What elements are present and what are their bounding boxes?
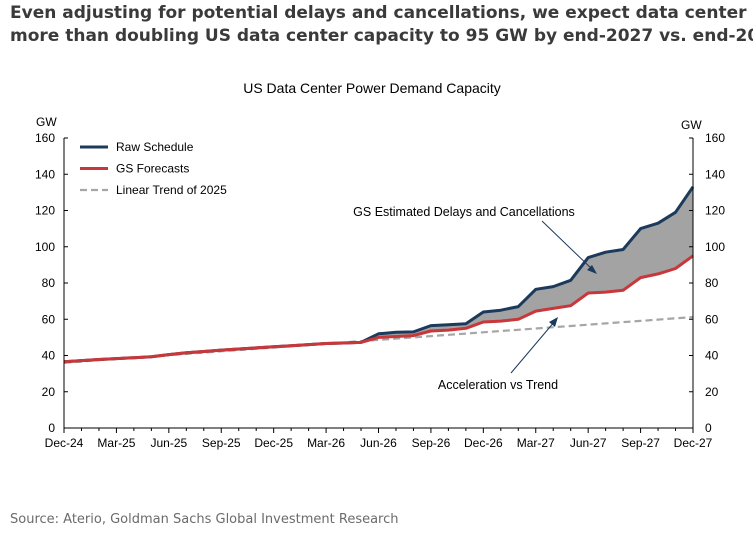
right-y-tick-label: 60	[705, 312, 719, 326]
left-axis-unit: GW	[36, 115, 57, 129]
headline: Even adjusting for potential delays and …	[10, 2, 753, 48]
left-y-tick-label: 40	[42, 349, 56, 363]
left-y-tick-label: 100	[35, 240, 55, 254]
left-y-tick-label: 0	[48, 421, 55, 435]
legend-label: Linear Trend of 2025	[116, 183, 227, 197]
left-y-tick-label: 60	[42, 312, 56, 326]
right-y-tick-label: 40	[705, 349, 719, 363]
x-tick-label: Mar-26	[307, 436, 345, 450]
x-tick-label: Dec-25	[254, 436, 293, 450]
source-note: Source: Aterio, Goldman Sachs Global Inv…	[10, 512, 399, 527]
x-tick-label: Sep-27	[621, 436, 660, 450]
x-tick-label: Mar-25	[97, 436, 135, 450]
annotation-arrowhead-delays	[587, 265, 597, 274]
x-tick-label: Dec-26	[464, 436, 503, 450]
headline-line-1: Even adjusting for potential delays and …	[10, 3, 753, 23]
legend-label: Raw Schedule	[116, 140, 194, 154]
annotation-arrowhead-acceleration	[549, 317, 558, 327]
legend: Raw Schedule GS Forecasts Linear Trend of …	[80, 140, 227, 197]
headline-line-2: more than doubling US data center capaci…	[10, 26, 753, 46]
right-y-tick-label: 120	[705, 204, 725, 218]
x-tick-label: Jun-26	[360, 436, 397, 450]
right-y-tick-label: 0	[705, 421, 712, 435]
right-y-tick-label: 20	[705, 385, 719, 399]
left-y-tick-label: 20	[42, 385, 56, 399]
annotation-delays: GS Estimated Delays and Cancellations	[353, 205, 575, 219]
annotation-acceleration: Acceleration vs Trend	[438, 378, 558, 392]
chart-title: US Data Center Power Demand Capacity	[243, 80, 501, 96]
x-tick-label: Sep-26	[412, 436, 451, 450]
right-y-tick-label: 160	[705, 131, 725, 145]
right-y-tick-label: 140	[705, 167, 725, 181]
capacity-chart: US Data Center Power Demand Capacity GW …	[35, 80, 725, 450]
x-tick-label: Jun-25	[150, 436, 187, 450]
series-line-gs-forecasts	[63, 254, 694, 364]
x-tick-label: Jun-27	[570, 436, 607, 450]
x-tick-label: Dec-24	[45, 436, 84, 450]
left-y-tick-label: 120	[35, 204, 55, 218]
x-tick-label: Dec-27	[674, 436, 713, 450]
left-y-tick-label: 80	[42, 276, 56, 290]
annotation-arrow-delays	[541, 220, 595, 272]
x-tick-label: Mar-27	[517, 436, 555, 450]
left-y-tick-label: 140	[35, 167, 55, 181]
right-axis-unit: GW	[681, 118, 702, 132]
legend-label: GS Forecasts	[116, 162, 189, 176]
right-y-tick-label: 100	[705, 240, 725, 254]
x-tick-label: Sep-25	[202, 436, 241, 450]
left-y-tick-label: 160	[35, 131, 55, 145]
annotation-arrow-acceleration	[510, 320, 556, 374]
right-y-tick-label: 80	[705, 276, 719, 290]
